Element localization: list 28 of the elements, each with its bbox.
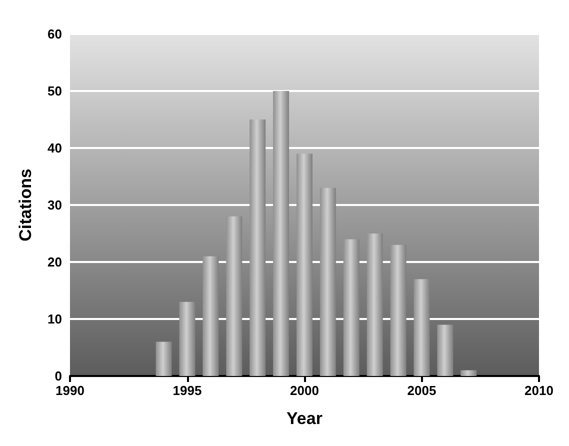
x-tick-label: 2005 — [407, 383, 436, 398]
bar — [460, 370, 477, 376]
bar — [414, 279, 430, 376]
y-tick-label: 10 — [48, 312, 62, 326]
y-tick-label: 40 — [48, 140, 62, 156]
x-tick-label: 1990 — [56, 383, 84, 398]
y-tick-label: 30 — [48, 198, 62, 212]
bar — [437, 324, 454, 376]
bar — [179, 302, 196, 376]
x-tick-label: 2000 — [290, 383, 319, 398]
bar — [366, 234, 383, 376]
bar — [156, 342, 172, 376]
bar — [226, 216, 242, 376]
y-tick-label: 60 — [48, 26, 62, 42]
bar — [202, 256, 219, 376]
bar — [250, 120, 266, 376]
bar — [390, 244, 406, 376]
y-tick-label: 20 — [48, 254, 62, 270]
bar — [343, 239, 360, 376]
bar — [296, 154, 312, 376]
x-axis-title: Year — [286, 409, 323, 428]
bar — [273, 91, 290, 376]
y-tick-label: 0 — [54, 368, 62, 384]
bar — [320, 188, 336, 376]
y-tick-label: 50 — [48, 84, 62, 98]
x-tick-label: 2010 — [524, 383, 554, 398]
x-tick-label: 1995 — [172, 383, 202, 398]
y-axis-title: Citations — [16, 168, 35, 242]
